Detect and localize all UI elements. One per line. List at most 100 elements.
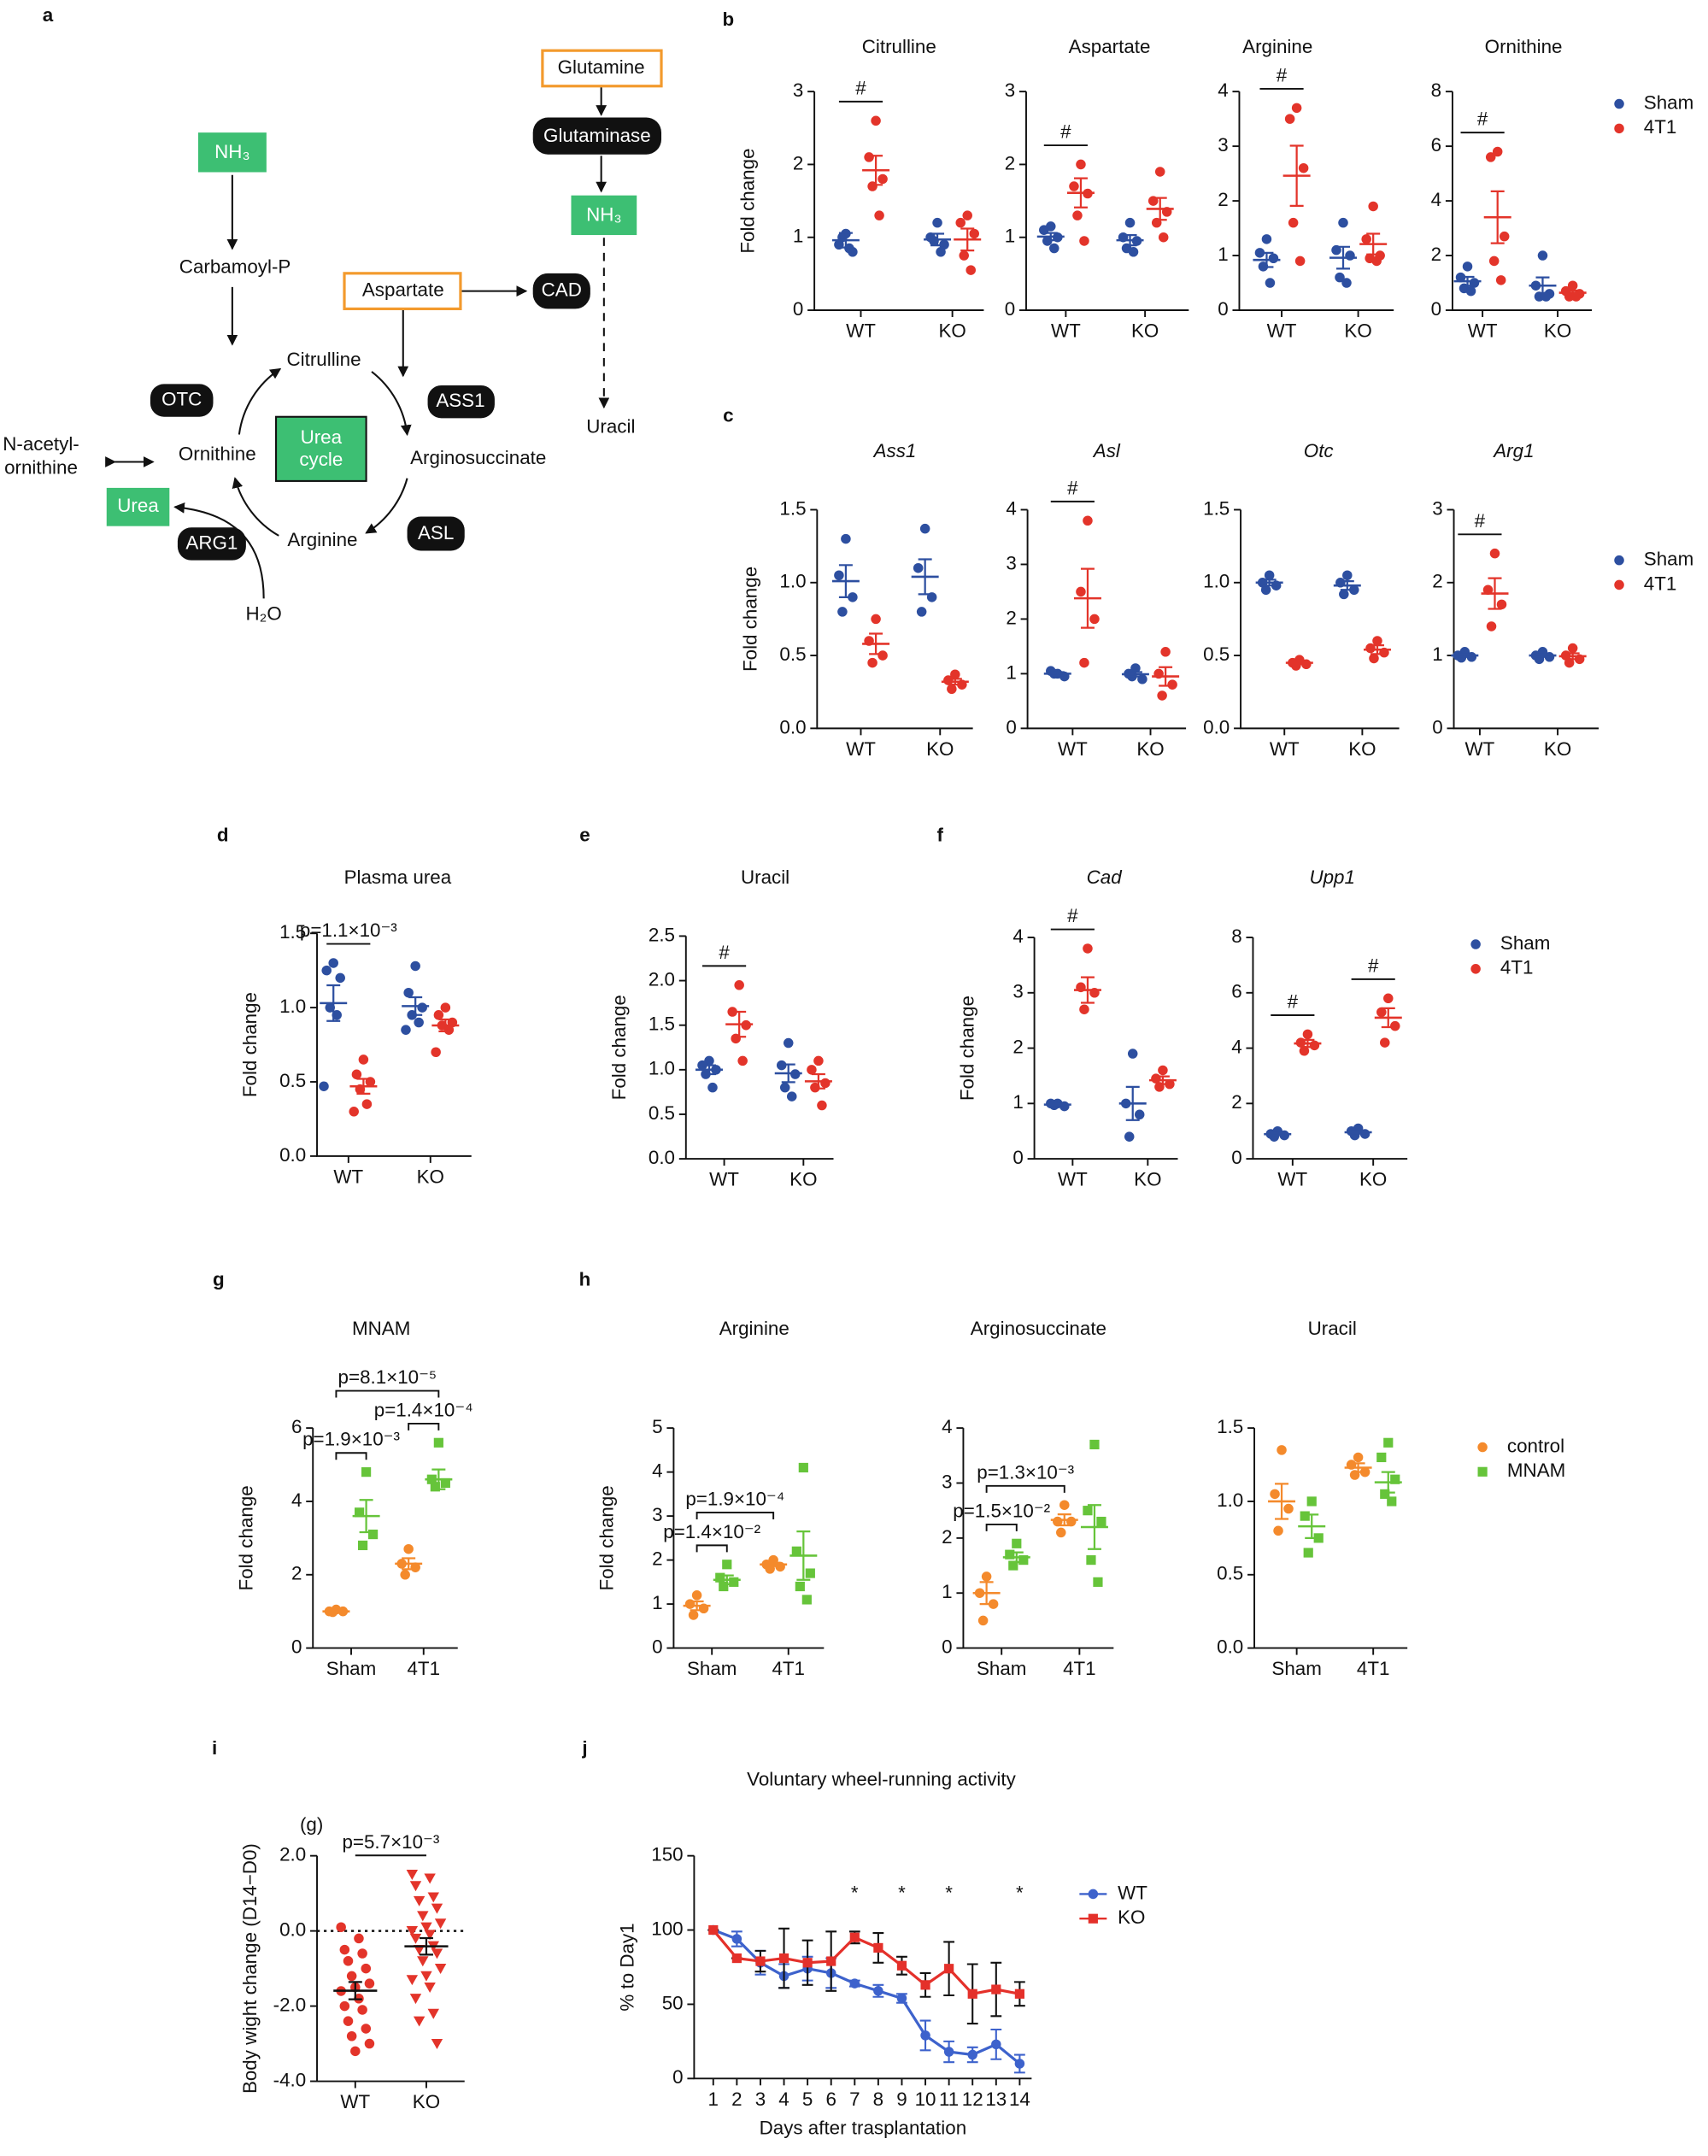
point <box>413 1945 426 1956</box>
point <box>1470 964 1481 974</box>
node-box <box>571 195 637 236</box>
error-bar <box>359 1499 373 1534</box>
node: ornithine <box>4 456 78 478</box>
y-tick-label: 1 <box>793 226 803 247</box>
error-bar <box>1080 567 1095 629</box>
error-bar <box>1340 579 1354 591</box>
y-tick-label: 1.0 <box>1217 1489 1243 1511</box>
y-tick-label: 0 <box>652 1636 662 1657</box>
significance-label: p=1.4×10⁻⁴ <box>374 1399 473 1420</box>
y-tick-label: 1.5 <box>279 921 306 943</box>
legend-label: KO <box>1118 1906 1145 1928</box>
point <box>1306 1496 1317 1507</box>
error-bar <box>1259 251 1274 268</box>
y-tick-label: 2 <box>942 1526 952 1548</box>
point <box>877 650 888 661</box>
point <box>354 1933 364 1944</box>
y-tick-label: 0.0 <box>779 716 806 737</box>
point <box>343 2016 354 2026</box>
legend-label: Sham <box>1644 549 1693 570</box>
axis <box>1025 91 1189 311</box>
point <box>1499 231 1510 242</box>
point <box>1284 114 1295 124</box>
chart-title: Arginine <box>1242 36 1312 57</box>
point <box>1303 1548 1313 1558</box>
error-bar <box>781 1063 795 1084</box>
significance-bracket <box>696 1512 775 1519</box>
point <box>431 2038 443 2049</box>
point <box>339 2000 350 2012</box>
node-box <box>197 132 267 173</box>
point <box>1096 1516 1106 1527</box>
error-bar <box>948 678 962 686</box>
point <box>1470 939 1481 949</box>
point <box>1564 657 1575 668</box>
error-bar <box>1565 289 1580 297</box>
point <box>1361 234 1371 244</box>
point <box>1614 123 1624 134</box>
y-tick-label: 2 <box>1218 189 1228 210</box>
point <box>731 1953 742 1964</box>
panel-label: b <box>723 9 735 30</box>
point <box>1158 232 1169 243</box>
y-tick-label: 4 <box>942 1416 952 1437</box>
y-tick-label: 1 <box>1005 226 1015 247</box>
y-tick-label: 0.0 <box>649 1147 675 1168</box>
y-axis-label: Fold change <box>608 995 630 1100</box>
point <box>434 1963 447 1974</box>
error-bar <box>796 1530 811 1581</box>
y-tick-label: 1 <box>1218 244 1228 265</box>
point <box>1294 256 1306 267</box>
point <box>719 1581 729 1592</box>
y-tick-label: 1.0 <box>779 571 806 592</box>
node: Glutamine <box>558 56 645 78</box>
point <box>966 265 976 275</box>
point <box>874 210 884 220</box>
legend-label: 4T1 <box>1644 573 1677 594</box>
y-tick-label: 1.0 <box>1203 571 1230 592</box>
y-tick-label: 1 <box>1012 1091 1023 1113</box>
point <box>424 1873 436 1884</box>
legend-label: WT <box>1118 1882 1147 1903</box>
point <box>817 1100 827 1111</box>
point <box>1012 1538 1022 1548</box>
point <box>801 1595 812 1605</box>
significance-bracket <box>335 1452 367 1460</box>
y-tick-label: 0.0 <box>1203 716 1230 737</box>
error-bar <box>431 1468 446 1490</box>
point <box>1008 1560 1018 1571</box>
point <box>1014 1989 1024 1999</box>
y-axis-label: Fold change <box>739 567 760 672</box>
x-tick-label: KO <box>1131 320 1159 342</box>
y-tick-label: 2.5 <box>649 924 675 945</box>
y-tick-label: 1 <box>942 1581 952 1602</box>
point <box>1302 1029 1313 1040</box>
error-bar <box>1009 1551 1024 1564</box>
point <box>795 1581 805 1592</box>
axis <box>672 1428 825 1649</box>
point <box>1383 993 1394 1004</box>
x-tick-label: 13 <box>985 2088 1007 2110</box>
point <box>430 1482 440 1492</box>
point <box>346 1971 357 1982</box>
chart-title: Ornithine <box>1485 36 1563 57</box>
point <box>802 1958 813 1968</box>
y-axis-label: Body wight change (D14−D0) <box>239 1843 261 2094</box>
x-tick-label: 7 <box>849 2088 860 2110</box>
point <box>358 1055 369 1065</box>
point <box>969 228 979 239</box>
point <box>1093 1577 1103 1587</box>
y-axis-label: Fold change <box>957 996 978 1101</box>
point <box>1083 943 1093 954</box>
y-tick-label: 2 <box>1231 1091 1241 1113</box>
point <box>715 1572 725 1583</box>
error-bar <box>1351 1130 1365 1135</box>
chart-title: Cad <box>1087 867 1124 888</box>
chart-title: Arginine <box>719 1318 789 1339</box>
point <box>403 1543 414 1554</box>
point <box>688 1610 699 1620</box>
x-tick-label: 11 <box>939 2088 959 2110</box>
error-bar <box>811 1072 825 1090</box>
significance-label: p=1.4×10⁻² <box>663 1521 760 1542</box>
